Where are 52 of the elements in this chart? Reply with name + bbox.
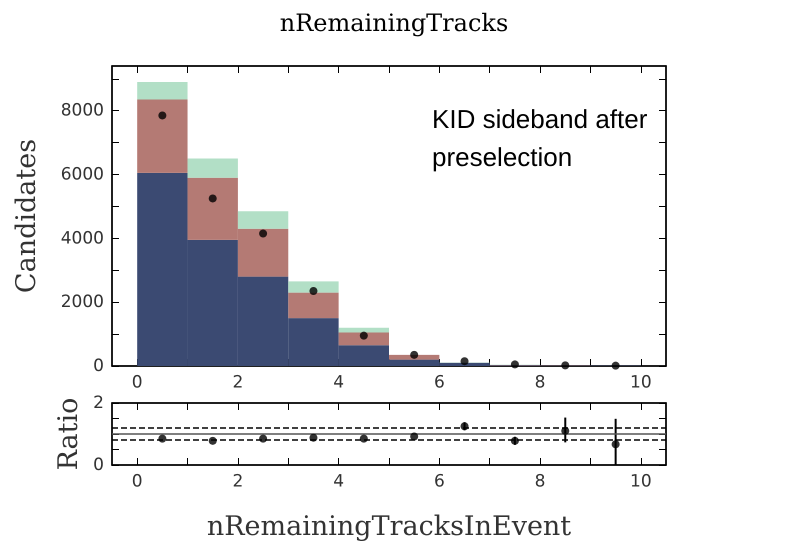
bar: [288, 292, 339, 318]
y-tick-label: 4000: [60, 228, 104, 248]
point: [158, 111, 166, 120]
point: [360, 332, 368, 340]
point: [208, 436, 217, 445]
point: [561, 361, 570, 370]
bar: [137, 100, 188, 173]
point: [410, 432, 418, 440]
y-tick-label: 8000: [60, 100, 104, 121]
x-tick-label: 10: [630, 372, 652, 392]
point: [208, 194, 217, 202]
x-axis-title: nRemainingTracksInEvent: [206, 511, 572, 541]
x-tick-label: 0: [132, 372, 143, 392]
point: [259, 434, 268, 443]
chart-title: nRemainingTracks: [280, 9, 508, 37]
bar: [288, 281, 339, 293]
x-tick-label: 8: [534, 372, 546, 392]
point: [309, 287, 318, 295]
x-tick-label: 4: [333, 372, 344, 392]
point: [259, 230, 268, 238]
y-tick-label: 2: [93, 393, 104, 413]
point: [612, 362, 620, 370]
x-tick-label: 8: [534, 472, 546, 492]
point: [510, 360, 519, 368]
y-tick-label: 2000: [60, 292, 104, 312]
point: [460, 357, 469, 366]
point: [410, 350, 418, 359]
point: [309, 434, 318, 442]
bar: [338, 332, 389, 346]
x-tick-label: 6: [434, 372, 445, 392]
point: [510, 436, 519, 445]
y-axis-title: Ratio: [53, 398, 84, 470]
point: [460, 422, 469, 430]
y-tick-label: 0: [93, 455, 104, 475]
bar: [338, 328, 389, 332]
point: [360, 434, 368, 443]
x-tick-label: 10: [630, 472, 652, 492]
bar: [188, 158, 238, 178]
annotation: KID sideband after preselection: [432, 103, 648, 174]
y-axis-title: Candidates: [11, 138, 42, 294]
point: [612, 440, 620, 448]
bar: [137, 82, 188, 100]
y-tick-label: 0: [93, 356, 104, 376]
point: [561, 426, 570, 435]
x-tick-label: 4: [333, 472, 344, 492]
y-tick-label: 6000: [60, 164, 104, 185]
x-tick-label: 2: [232, 472, 244, 492]
x-tick-label: 2: [232, 372, 244, 392]
bar: [238, 211, 288, 229]
x-tick-label: 0: [132, 472, 143, 492]
x-tick-label: 6: [434, 472, 445, 492]
point: [158, 434, 166, 443]
